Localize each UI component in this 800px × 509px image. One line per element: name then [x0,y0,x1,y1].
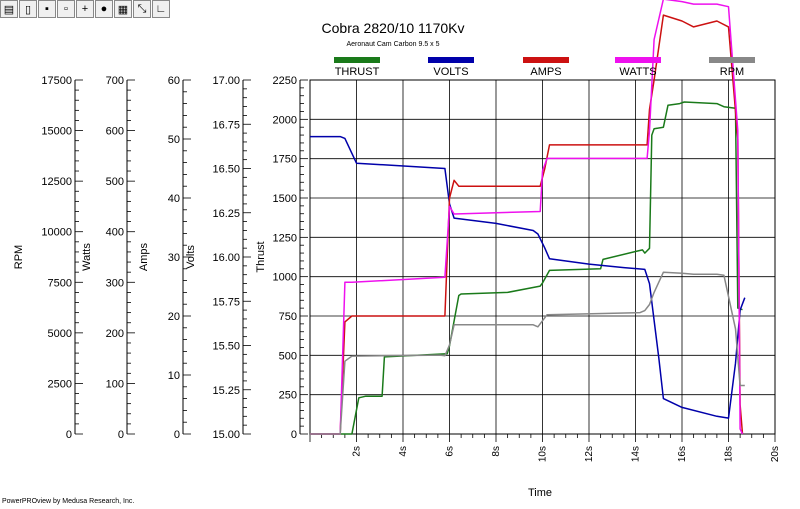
axis-tick-label: 1250 [273,232,297,244]
axis-title: Thrust [255,241,267,272]
axis-tick-label: 1750 [273,154,297,166]
legend-label: THRUST [335,66,380,78]
axis-tick-label: 10 [168,370,180,382]
axis-tick-label: 15.25 [212,385,240,397]
x-tick-label: 8s [491,446,502,457]
axis-tick-label: 250 [279,390,297,402]
axis-title: Watts [81,243,93,271]
save-as-icon[interactable]: ▫ [57,0,75,18]
chart-title: Cobra 2820/10 1170Kv [322,20,465,36]
axis-tick-label: 1500 [273,193,297,205]
legend-label: VOLTS [433,66,468,78]
zoom-icon[interactable]: ⤡ [133,0,151,18]
axis-tick-label: 0 [174,429,180,441]
axis-tick-label: 15.75 [212,296,240,308]
chart-subtitle: Aeronaut Cam Carbon 9.5 x 5 [347,41,440,48]
axis-tick-label: 600 [106,126,124,138]
legend-swatch [523,57,569,63]
value-axes: 025005000750010000125001500017500RPM0100… [13,75,308,441]
comment-icon[interactable]: ● [95,0,113,18]
axis-tick-label: 2000 [273,114,297,126]
legend-label: AMPS [530,66,561,78]
axis-tick-label: 17500 [41,75,72,87]
axis-tick-label: 20 [168,311,180,323]
axis-tick-label: 12500 [41,176,72,188]
axis-tick-label: 16.25 [212,208,240,220]
x-axis: 2s 4s 6s 8s 10s 12s 14s 16s 18s 20s [309,434,781,462]
legend-swatch [709,57,755,63]
axis-tick-label: 500 [279,350,297,362]
axis-tick-label: 10000 [41,227,72,239]
axis-tick-label: 2500 [48,378,72,390]
axis-tick-label: 0 [291,429,297,441]
axis-tick-label: 7500 [48,277,72,289]
axis-tick-label: 15000 [41,126,72,138]
axis-title: RPM [13,245,25,269]
axis-tick-label: 5000 [48,328,72,340]
series-line-thrust [310,101,743,435]
axis-tick-label: 2250 [273,75,297,87]
axis-tick-label: 700 [106,75,124,87]
axis-title: Amps [138,242,150,271]
legend-swatch [334,57,380,63]
legend-label: RPM [720,66,744,78]
series-line-volts [310,135,746,419]
open-icon[interactable]: ▤ [0,0,18,18]
axis-tick-label: 1000 [273,272,297,284]
axis-tick-label: 0 [118,429,124,441]
chart-icon[interactable]: ▦ [114,0,132,18]
axis-tick-label: 15.00 [212,429,240,441]
save-icon[interactable]: ▪ [38,0,56,18]
toolbar: ▤ ▯ ▪ ▫ + ● ▦ ⤡ ∟ [0,0,171,20]
axis-tick-label: 500 [106,176,124,188]
series-line-amps [310,14,744,435]
axis-tick-label: 30 [168,252,180,264]
add-icon[interactable]: + [76,0,94,18]
axis-tick-label: 750 [279,311,297,323]
x-axis-label: Time [528,487,552,499]
legend-swatch [615,57,661,63]
axis-tick-label: 300 [106,277,124,289]
x-tick-label: 18s [724,446,735,462]
x-tick-label: 2s [352,446,363,457]
axis-tick-label: 16.50 [212,164,240,176]
x-tick-label: 12s [584,446,595,462]
series-line-watts [310,0,744,435]
axis-title: Volts [185,245,197,269]
x-tick-label: 14s [631,446,642,462]
axis-tick-label: 16.75 [212,119,240,131]
axis-tick-label: 17.00 [212,75,240,87]
legend-label: WATTS [619,66,656,78]
new-icon[interactable]: ▯ [19,0,37,18]
axis-tick-label: 60 [168,75,180,87]
footer-credit: PowerPROview by Medusa Research, Inc. [2,498,135,505]
axis-tick-label: 100 [106,378,124,390]
axis-tick-label: 16.00 [212,252,240,264]
axis-tick-label: 0 [66,429,72,441]
legend: THRUST VOLTS AMPS WATTS RPM [334,57,755,78]
axis-tick-label: 400 [106,227,124,239]
x-tick-label: 6s [445,446,456,457]
x-tick-label: 10s [538,446,549,462]
axis-tick-label: 15.50 [212,341,240,353]
x-tick-label: 20s [770,446,781,462]
axis-tick-label: 50 [168,134,180,146]
axis-icon[interactable]: ∟ [152,0,170,18]
axis-tick-label: 40 [168,193,180,205]
axis-tick-label: 200 [106,328,124,340]
legend-swatch [428,57,474,63]
x-tick-label: 4s [398,446,409,457]
grid [309,79,776,435]
x-tick-label: 16s [677,446,688,462]
series-lines [310,0,746,435]
series-line-rpm [310,271,745,435]
